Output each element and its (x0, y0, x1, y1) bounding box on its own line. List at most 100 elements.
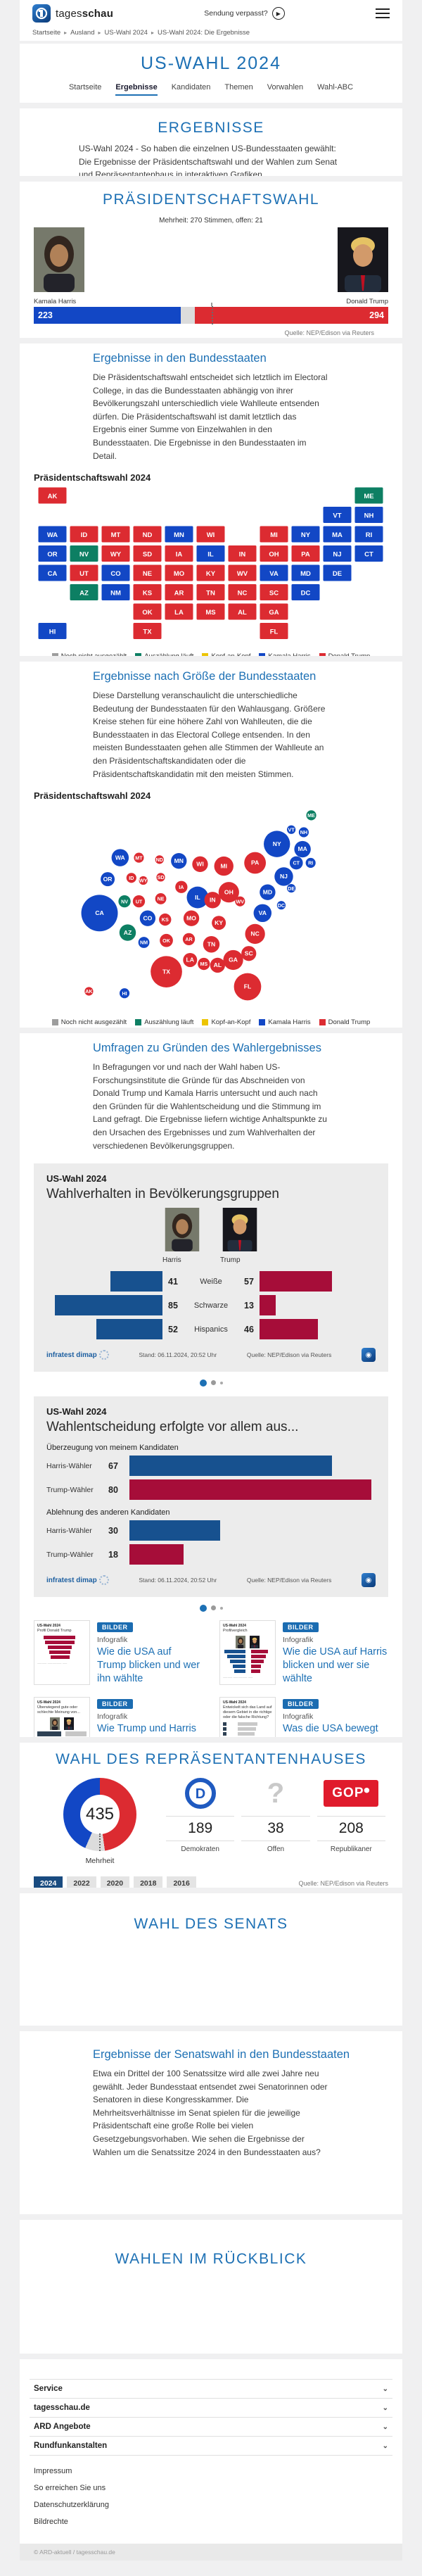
state-bubble-CO[interactable] (139, 910, 156, 927)
year-chip-2016[interactable]: 2016 (167, 1876, 196, 1888)
state-bubble-OK[interactable] (160, 934, 173, 947)
state-bubble-IN[interactable] (204, 892, 221, 909)
state-tile-WV[interactable] (227, 564, 257, 582)
menu-icon[interactable] (375, 8, 390, 18)
state-bubble-WY[interactable] (139, 876, 148, 885)
footer-accordion-service[interactable]: Service ⌄ (30, 2379, 392, 2398)
state-tile-PA[interactable] (290, 545, 321, 563)
state-tile-MD[interactable] (290, 564, 321, 582)
dot-1[interactable] (199, 1379, 207, 1387)
state-tile-WY[interactable] (101, 545, 131, 563)
state-tile-NM[interactable] (101, 583, 131, 602)
state-bubble-AZ[interactable] (119, 924, 136, 941)
teaser-thumbnail[interactable]: US-Wahl 2024 Überwiegend gute oder schlec… (34, 1696, 90, 1737)
teaser-card-3[interactable]: US-Wahl 2024 Überwiegend gute oder schlec… (34, 1696, 203, 1737)
year-chip-2024[interactable]: 2024 (34, 1876, 63, 1888)
state-tile-OK[interactable] (132, 602, 162, 621)
tab-vorwahlen[interactable]: Vorwahlen (267, 83, 304, 91)
state-tile-NJ[interactable] (322, 545, 352, 563)
state-tile-ME[interactable] (354, 486, 384, 505)
state-bubble-IA[interactable] (175, 880, 188, 894)
state-bubble-LA[interactable] (183, 953, 198, 968)
state-tile-SC[interactable] (259, 583, 289, 602)
teaser-title[interactable]: Was die USA bewegt und die Stimmung präg… (283, 1722, 378, 1737)
state-bubble-FL[interactable] (234, 973, 262, 1001)
state-bubble-WV[interactable] (235, 896, 245, 907)
state-tile-SD[interactable] (132, 545, 162, 563)
state-tile-TX[interactable] (132, 622, 162, 640)
state-tile-NH[interactable] (354, 506, 384, 524)
state-tile-VT[interactable] (322, 506, 352, 524)
state-tile-MA[interactable] (322, 525, 352, 543)
state-tile-MN[interactable] (164, 525, 194, 543)
state-tile-AR[interactable] (164, 583, 194, 602)
teaser-title[interactable]: Wie die USA auf Trump blicken und wer ih… (97, 1646, 200, 1684)
state-tile-TN[interactable] (196, 583, 226, 602)
teaser-card-2[interactable]: US-Wahl 2024 Profilvergleich ⸺⸺ ⸺⸺⸺ ⸺ BILDE… (219, 1620, 388, 1686)
year-chip-2018[interactable]: 2018 (134, 1876, 163, 1888)
state-bubble-AK[interactable] (84, 987, 94, 996)
state-bubble-DC[interactable] (276, 901, 286, 910)
state-tile-NV[interactable] (69, 545, 99, 563)
tagesschau-logo[interactable]: tagesschau (32, 4, 113, 23)
state-tile-LA[interactable] (164, 602, 194, 621)
footer-link[interactable]: Bildrechte (34, 2518, 68, 2526)
state-tile-CO[interactable] (101, 564, 131, 582)
state-tile-OR[interactable] (37, 545, 68, 563)
state-tile-KY[interactable] (196, 564, 226, 582)
state-bubble-VT[interactable] (287, 825, 296, 835)
state-bubble-HI[interactable] (119, 988, 130, 999)
teaser-title[interactable]: Wie die USA auf Harris blicken und wer s… (283, 1646, 388, 1684)
teaser-thumbnail[interactable]: US-Wahl 2024 Profilvergleich ⸺⸺ ⸺⸺⸺ ⸺ (219, 1620, 276, 1686)
state-tile-DE[interactable] (322, 564, 352, 582)
teaser-thumbnail[interactable]: US-Wahl 2024 Entwickelt sich das Land auf… (219, 1696, 276, 1737)
state-bubble-GA[interactable] (223, 950, 243, 971)
state-tile-NC[interactable] (227, 583, 257, 602)
state-bubble-VA[interactable] (253, 904, 272, 923)
state-bubble-NY[interactable] (264, 831, 290, 857)
state-bubble-MO[interactable] (183, 910, 200, 927)
state-bubble-CT[interactable] (289, 856, 303, 870)
footer-accordion-ardangebote[interactable]: ARD Angebote ⌄ (30, 2417, 392, 2436)
state-bubble-AL[interactable] (210, 957, 225, 973)
state-tile-VA[interactable] (259, 564, 289, 582)
state-bubble-WA[interactable] (111, 849, 129, 866)
state-tile-IN[interactable] (227, 545, 257, 563)
state-bubble-MN[interactable] (171, 853, 187, 869)
year-chip-2022[interactable]: 2022 (67, 1876, 96, 1888)
state-bubble-MS[interactable] (198, 958, 210, 971)
breadcrumb-item[interactable]: US-Wahl 2024 (104, 29, 148, 37)
state-bubble-MA[interactable] (294, 840, 311, 858)
tab-kandidaten[interactable]: Kandidaten (171, 83, 211, 91)
state-tile-FL[interactable] (259, 622, 289, 640)
state-bubble-OR[interactable] (101, 872, 115, 887)
state-tile-ND[interactable] (132, 525, 162, 543)
state-tile-RI[interactable] (354, 525, 384, 543)
state-bubble-WI[interactable] (192, 856, 208, 873)
teaser-thumbnail[interactable]: US-Wahl 2024 Profil Donald Trump ⸺⸺ ⸺⸺⸺ ⸺ (34, 1620, 90, 1686)
tab-wahl-abc[interactable]: Wahl-ABC (317, 83, 354, 91)
state-tile-MS[interactable] (196, 602, 226, 621)
state-tile-AZ[interactable] (69, 583, 99, 602)
dot-2[interactable] (210, 1380, 216, 1386)
state-bubble-MI[interactable] (214, 857, 234, 876)
dot-3[interactable] (219, 1606, 223, 1610)
state-tile-GA[interactable] (259, 602, 289, 621)
state-bubble-DE[interactable] (287, 884, 296, 893)
state-tile-OH[interactable] (259, 545, 289, 563)
state-tile-WA[interactable] (37, 525, 68, 543)
breadcrumb-item[interactable]: Ausland (70, 29, 95, 37)
state-bubble-UT[interactable] (132, 895, 146, 908)
state-bubble-SD[interactable] (156, 873, 165, 882)
state-tile-NE[interactable] (132, 564, 162, 582)
state-tile-IA[interactable] (164, 545, 194, 563)
footer-accordion-rundfunkanstalten[interactable]: Rundfunkanstalten ⌄ (30, 2436, 392, 2455)
state-tile-WI[interactable] (196, 525, 226, 543)
tab-startseite[interactable]: Startseite (68, 83, 102, 91)
state-bubble-KS[interactable] (159, 914, 172, 926)
teaser-card-1[interactable]: US-Wahl 2024 Profil Donald Trump ⸺⸺ ⸺⸺⸺ ⸺ B… (34, 1620, 203, 1686)
state-tile-AK[interactable] (37, 486, 68, 505)
state-bubble-NE[interactable] (155, 893, 167, 904)
state-tile-KS[interactable] (132, 583, 162, 602)
state-bubble-OH[interactable] (218, 882, 239, 903)
